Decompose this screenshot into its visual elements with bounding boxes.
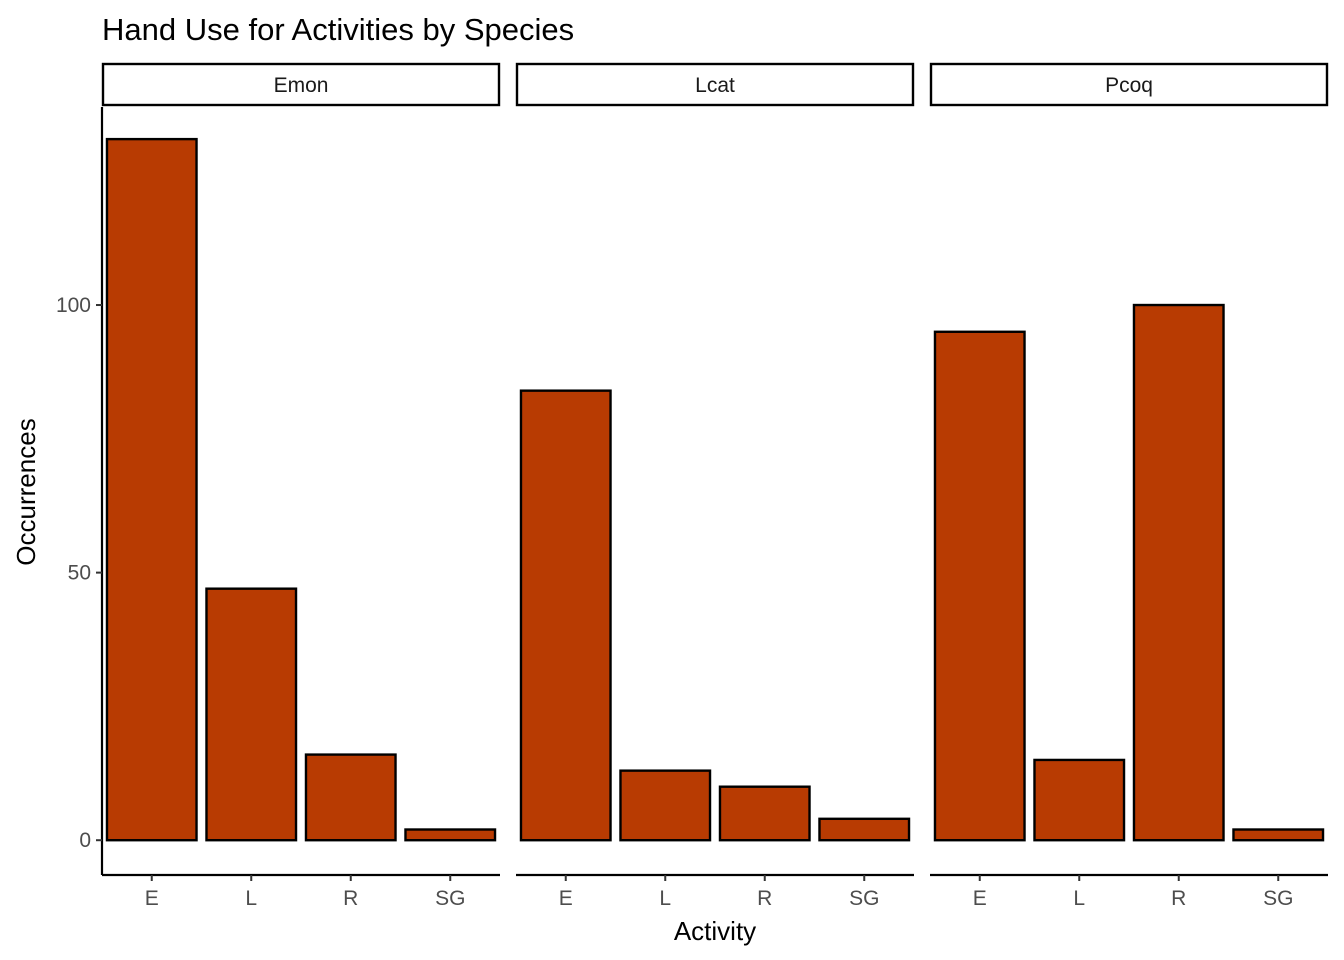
y-tick-label: 50	[68, 562, 91, 585]
bar-pcoq-r	[1132, 303, 1225, 842]
chart-title: Hand Use for Activities by Species	[102, 12, 574, 47]
bar-pcoq-l	[1033, 758, 1126, 842]
facet-strip	[515, 62, 915, 107]
bar-emon-r	[304, 753, 397, 842]
bar-lcat-sg	[818, 817, 911, 842]
facet-panel-lcat: Lcat E L R SG	[515, 62, 915, 910]
bar-lcat-r	[718, 785, 811, 842]
y-axis: 0 50 100	[56, 107, 104, 875]
facet-strip	[101, 62, 501, 107]
x-axis-title: Activity	[674, 916, 756, 946]
x-tick-label: L	[1073, 887, 1085, 910]
facet-panels: Emon E L R SG Lcat E L R SG Pcoq E L R SG 0 50 100	[56, 62, 1329, 910]
x-tick-label: E	[559, 887, 573, 910]
bar-pcoq-e	[933, 330, 1026, 842]
x-tick-label: E	[973, 887, 987, 910]
y-tick-label: 0	[79, 829, 91, 852]
facet-strip-label: Emon	[274, 74, 329, 97]
bar-pcoq-sg	[1232, 828, 1325, 842]
bar-emon-sg	[404, 828, 497, 842]
bar-lcat-e	[519, 389, 612, 842]
x-tick-label: SG	[1263, 887, 1293, 910]
x-tick-label: SG	[435, 887, 465, 910]
facet-strip-label: Lcat	[695, 74, 735, 97]
facet-panel-emon: Emon E L R SG	[101, 62, 501, 910]
y-axis-title: Occurrences	[11, 418, 41, 565]
facet-strip-label: Pcoq	[1105, 74, 1153, 97]
x-tick-label: SG	[849, 887, 879, 910]
x-tick-label: L	[245, 887, 257, 910]
x-tick-label: L	[659, 887, 671, 910]
y-tick-label: 100	[56, 294, 91, 317]
facet-strip	[929, 62, 1329, 107]
bar-emon-e	[105, 137, 198, 842]
x-tick-label: R	[1171, 887, 1186, 910]
bar-lcat-l	[619, 769, 712, 842]
facet-panel-pcoq: Pcoq E L R SG	[929, 62, 1329, 910]
x-tick-label: E	[145, 887, 159, 910]
x-tick-label: R	[343, 887, 358, 910]
bar-emon-l	[205, 587, 298, 842]
x-tick-label: R	[757, 887, 772, 910]
